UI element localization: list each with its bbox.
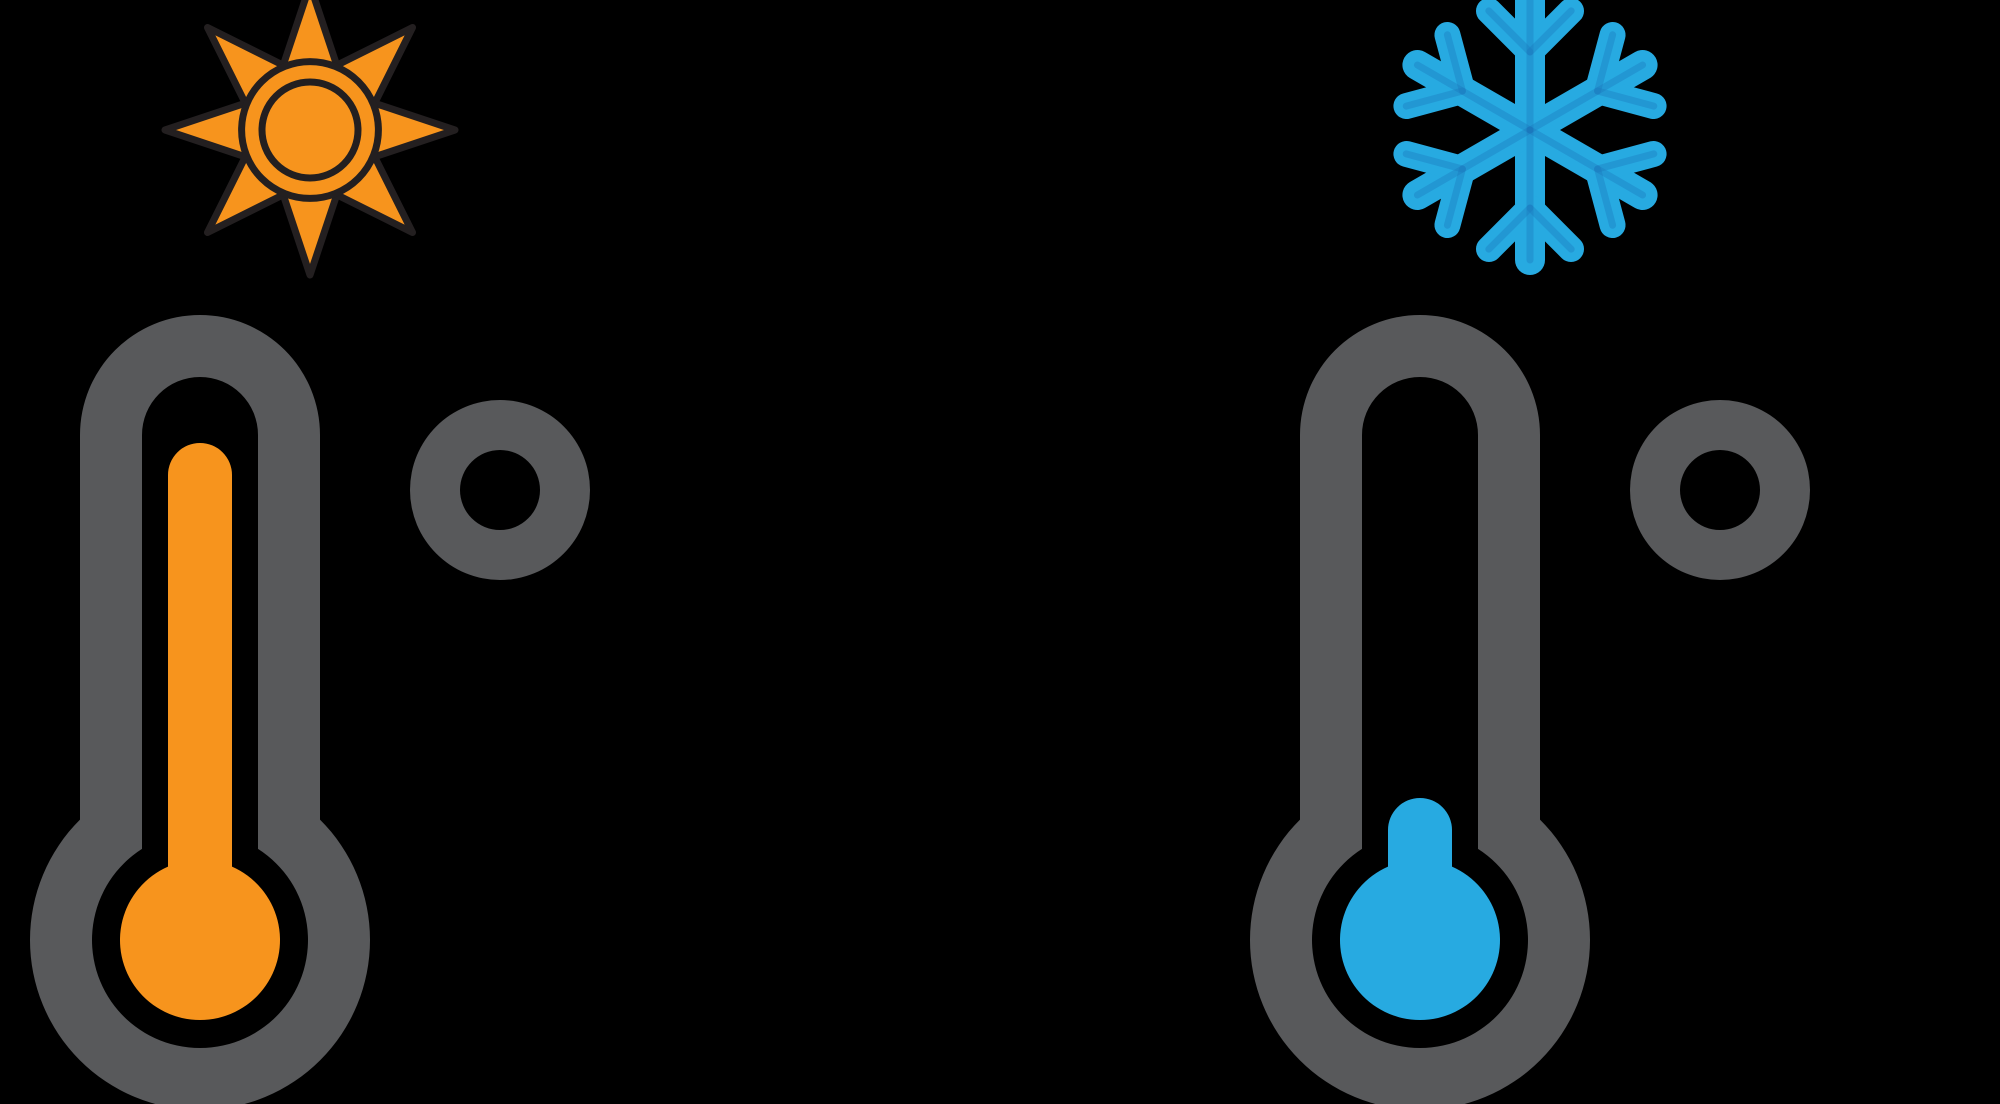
degree-icon xyxy=(410,400,590,580)
icon-canvas xyxy=(0,0,2000,1104)
degree-icon xyxy=(1630,400,1810,580)
